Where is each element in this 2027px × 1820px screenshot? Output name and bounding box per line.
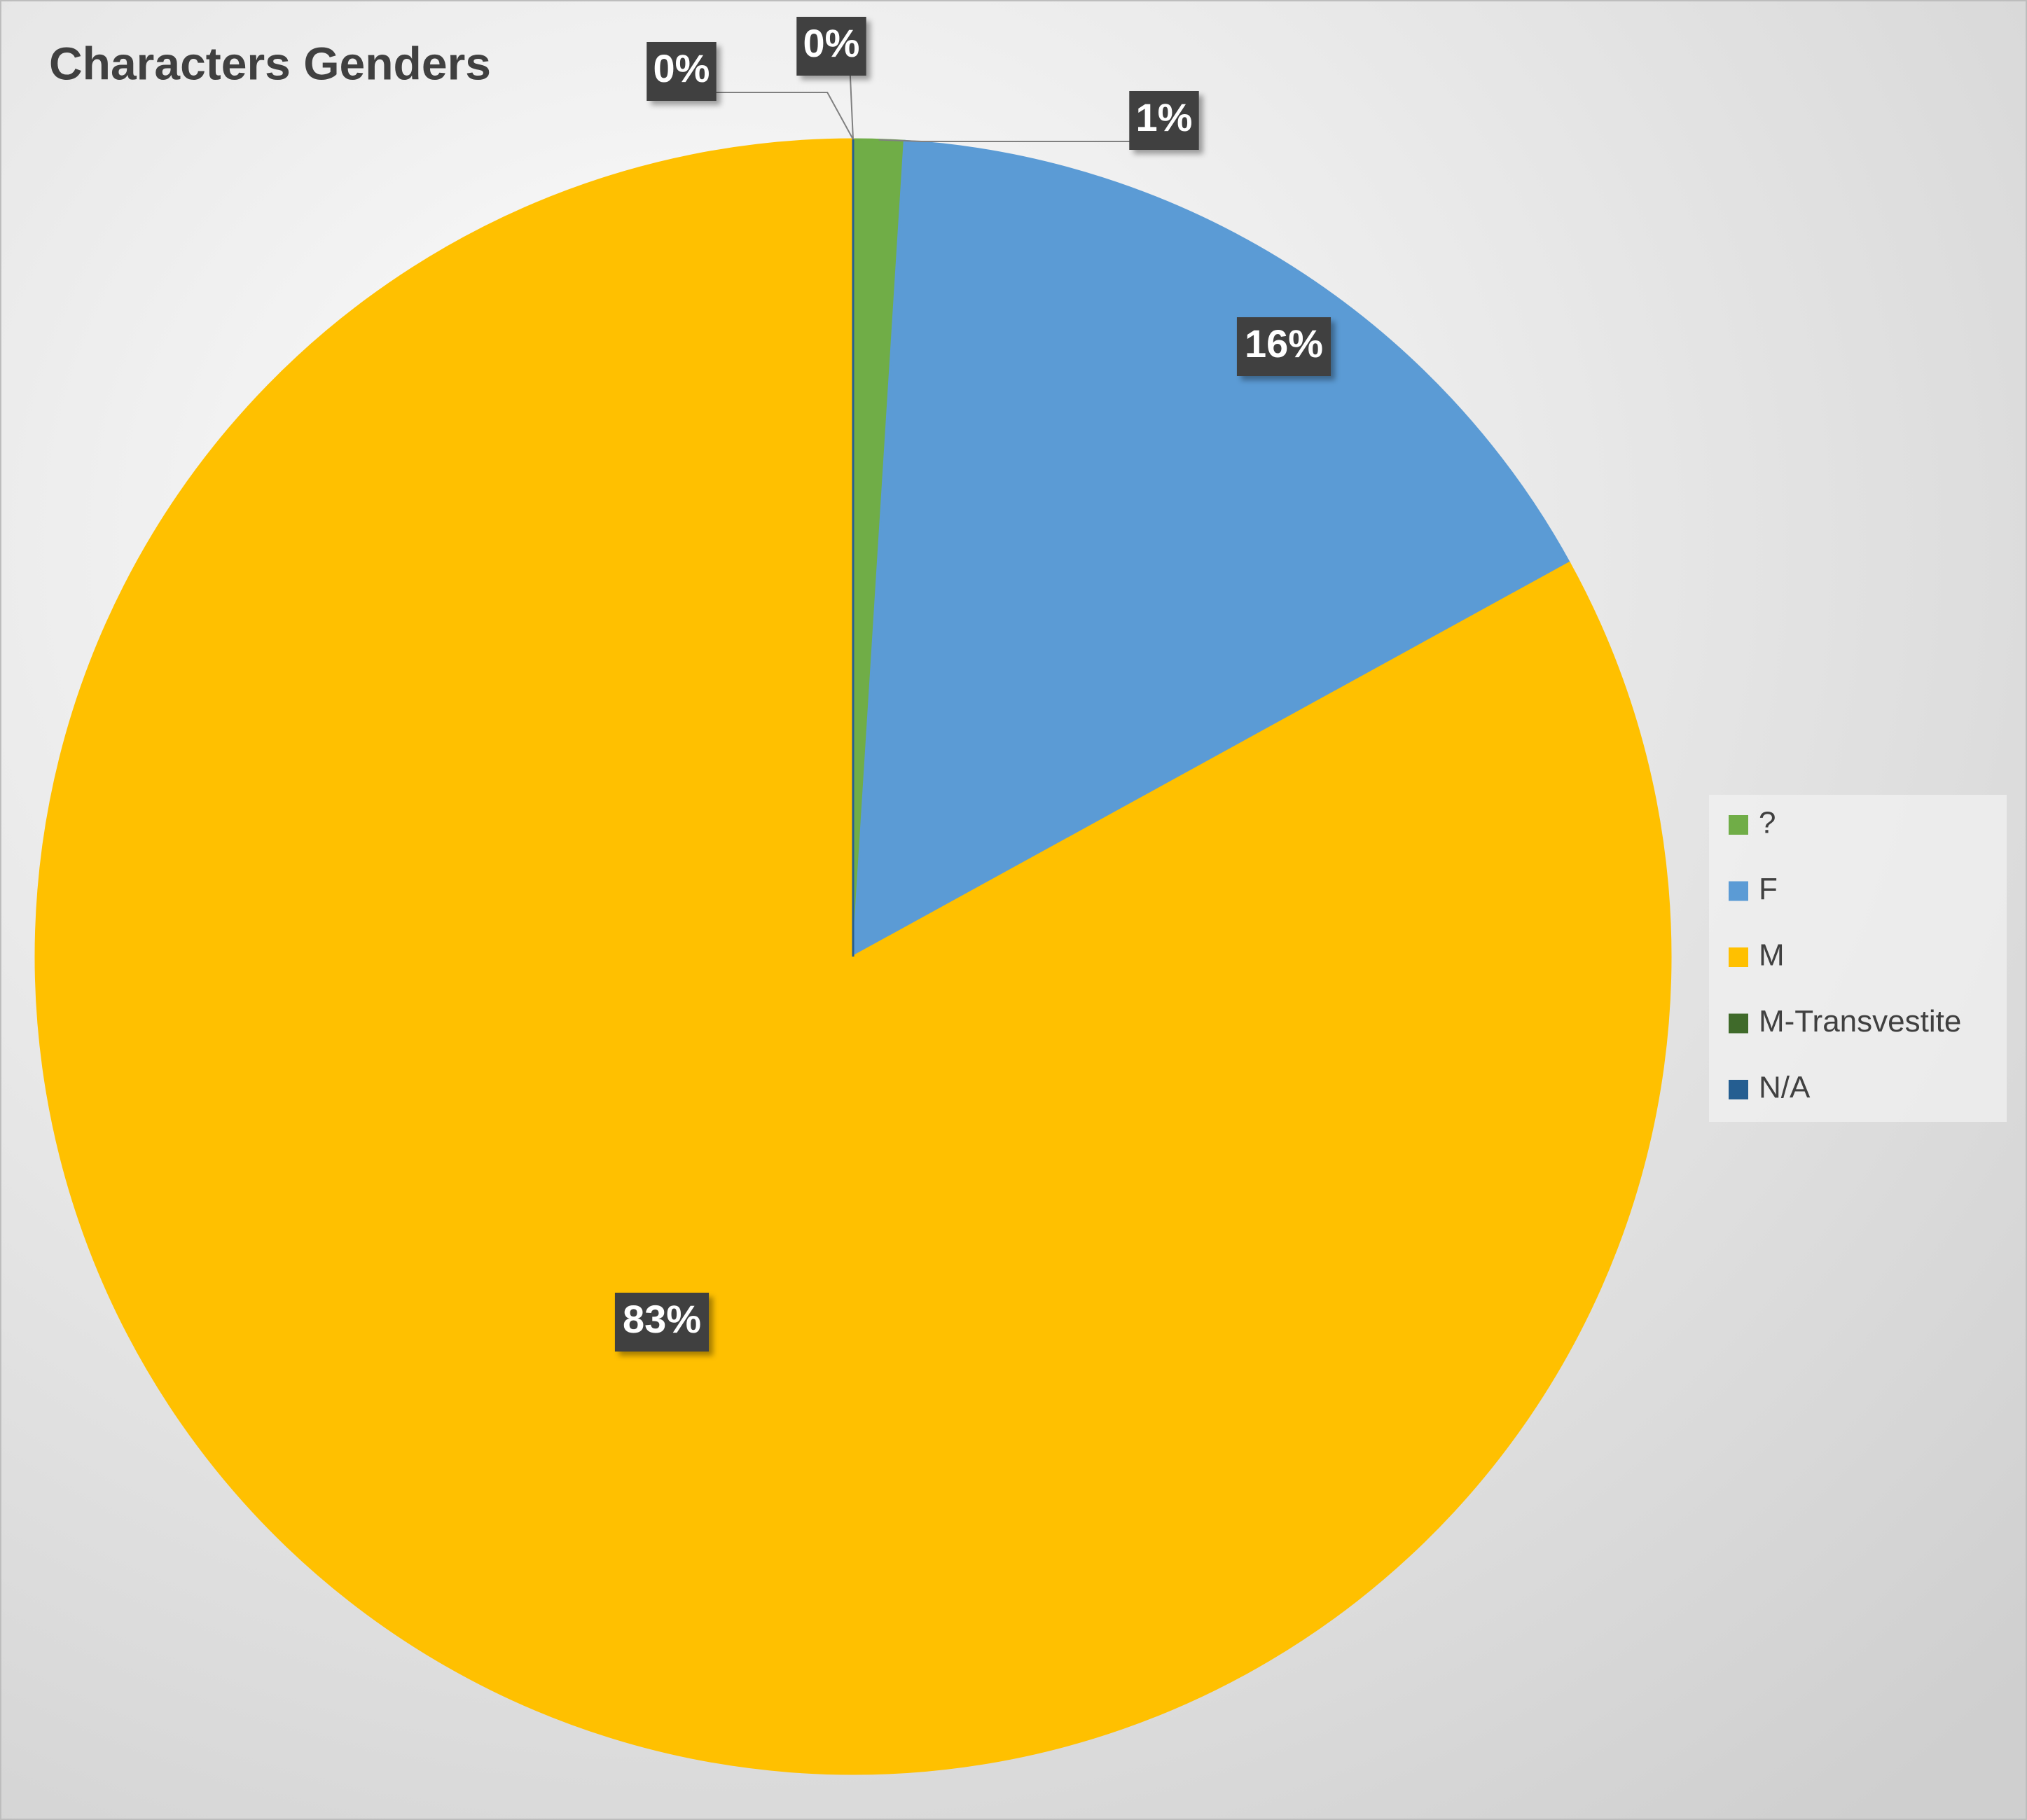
legend-label: M-Transvestite xyxy=(1759,1004,1961,1038)
data-label: 0% xyxy=(653,46,710,90)
chart-title: Characters Genders xyxy=(49,37,491,89)
data-label: 0% xyxy=(803,21,860,65)
data-label: 83% xyxy=(623,1297,701,1341)
legend-marker xyxy=(1729,881,1748,901)
legend-marker xyxy=(1729,1013,1748,1034)
data-label: 1% xyxy=(1136,95,1193,139)
legend-label: N/A xyxy=(1759,1071,1811,1105)
legend-label: F xyxy=(1759,872,1778,906)
legend-marker xyxy=(1729,815,1748,835)
pie-slice xyxy=(852,139,1571,959)
data-label-box xyxy=(646,42,717,101)
leader-line xyxy=(682,92,854,140)
data-label-box xyxy=(1236,317,1331,376)
data-label-box xyxy=(796,17,866,76)
data-label-box xyxy=(1129,91,1199,150)
legend-label: M xyxy=(1759,938,1785,973)
legend-label: ? xyxy=(1759,806,1776,840)
legend-marker xyxy=(1729,1080,1748,1099)
data-label: 16% xyxy=(1245,321,1323,366)
leader-line xyxy=(878,139,1164,142)
data-label-box xyxy=(614,1293,710,1352)
legend-box xyxy=(1709,795,2007,1122)
legend-marker xyxy=(1729,947,1748,967)
